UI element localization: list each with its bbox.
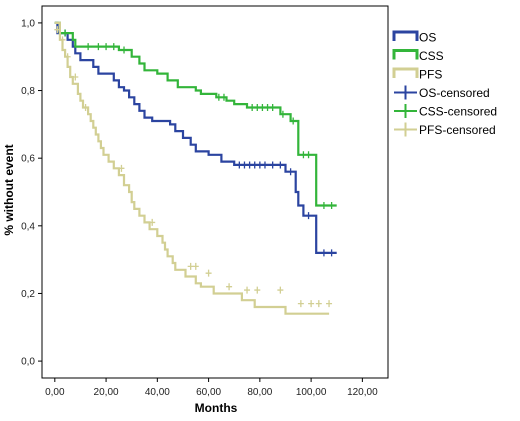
pfs-censor-mark [64, 53, 71, 61]
x-tick-label: 20,00 [94, 387, 119, 398]
x-tick-label: 100,00 [296, 387, 327, 398]
legend-css-censored-label: CSS-censored [419, 105, 497, 119]
y-tick-label: 0,0 [21, 357, 35, 368]
css-censor-mark [215, 93, 222, 101]
y-axis-title: % without event [2, 144, 16, 235]
pfs-censor-mark [244, 286, 251, 294]
x-tick-label: 0,00 [45, 387, 65, 398]
legend-os-swatch [392, 30, 419, 41]
css-censor-mark [62, 29, 69, 37]
x-tick-label: 120,00 [347, 387, 378, 398]
pfs-censor-mark [72, 73, 79, 81]
x-axis-title: Months [195, 401, 238, 415]
pfs-censor-mark [59, 36, 66, 44]
pfs-censor-mark [54, 26, 61, 34]
legend-pfs-swatch [392, 67, 419, 78]
css-censor-mark [85, 43, 92, 51]
css-censor-mark [290, 117, 297, 125]
css-censor-mark [121, 46, 128, 54]
os-censor-mark [256, 161, 263, 169]
css-censor-mark [259, 103, 266, 111]
legend-pfs-censored-swatch [394, 122, 417, 137]
css-censor-mark [254, 103, 261, 111]
legend-css-swatch [392, 49, 419, 60]
os-series-line [54, 21, 337, 254]
y-tick-label: 0,2 [21, 289, 35, 300]
os-censor-mark [241, 161, 248, 169]
pfs-censor-mark [118, 164, 125, 172]
legend-pfs-censored-label: PFS-censored [419, 123, 496, 137]
x-tick-label: 40,00 [145, 387, 170, 398]
css-censor-mark [95, 43, 102, 51]
css-censor-mark [103, 43, 110, 51]
css-censor-mark [300, 151, 307, 159]
plot-area [41, 5, 389, 379]
pfs-censor-mark [192, 262, 199, 270]
os-censor-mark [236, 161, 243, 169]
css-censor-mark [279, 110, 286, 118]
os-censor-mark [305, 212, 312, 220]
pfs-censor-mark [187, 262, 194, 270]
y-tick-label: 0,4 [21, 221, 35, 232]
pfs-censor-mark [226, 283, 233, 291]
legend-css-censored-swatch [394, 104, 417, 118]
y-tick-label: 0,6 [21, 154, 35, 165]
css-censor-mark [220, 93, 227, 101]
pfs-censor-mark [315, 300, 322, 308]
os-censor-mark [277, 161, 284, 169]
y-axis-ticks: 0,0 0,2 0,4 0,6 0,8 1,0 [21, 18, 42, 368]
css-censor-mark [320, 202, 327, 210]
os-censor-mark [287, 168, 294, 176]
os-censor-mark [269, 161, 276, 169]
y-tick-label: 0,8 [21, 86, 35, 97]
os-censor-mark [246, 161, 253, 169]
css-censor-mark [110, 43, 117, 51]
pfs-series-line [54, 21, 330, 315]
legend-os-censored-label: OS-censored [419, 86, 490, 100]
css-censor-mark [305, 151, 312, 159]
os-censor-mark [261, 161, 268, 169]
legend-os-label: OS [419, 31, 436, 45]
series-layer [54, 21, 337, 315]
x-tick-label: 60,00 [196, 387, 221, 398]
css-censor-mark [328, 202, 335, 210]
os-censor-mark [320, 249, 327, 257]
pfs-censor-mark [297, 300, 304, 308]
os-censor-mark [328, 249, 335, 257]
pfs-censor-mark [254, 286, 261, 294]
pfs-censor-mark [205, 269, 212, 277]
pfs-censor-mark [149, 218, 156, 226]
y-tick-label: 1,0 [21, 18, 35, 29]
os-censor-mark [251, 161, 258, 169]
pfs-censor-mark [308, 300, 315, 308]
x-tick-label: 80,00 [247, 387, 272, 398]
legend: OS CSS PFS OS-censored CSS-censored PFS-censo… [392, 30, 497, 137]
css-censor-mark [269, 103, 276, 111]
css-censor-mark [249, 103, 256, 111]
pfs-censor-mark [82, 103, 89, 111]
pfs-censor-mark [326, 300, 333, 308]
x-axis-ticks: 0,00 20,00 40,00 60,00 80,00 100,00 120,00 [45, 378, 378, 398]
legend-os-censored-swatch [394, 85, 417, 100]
legend-pfs-label: PFS [419, 68, 442, 82]
css-censor-mark [264, 103, 271, 111]
legend-css-label: CSS [419, 49, 444, 63]
pfs-censor-mark [277, 286, 284, 294]
